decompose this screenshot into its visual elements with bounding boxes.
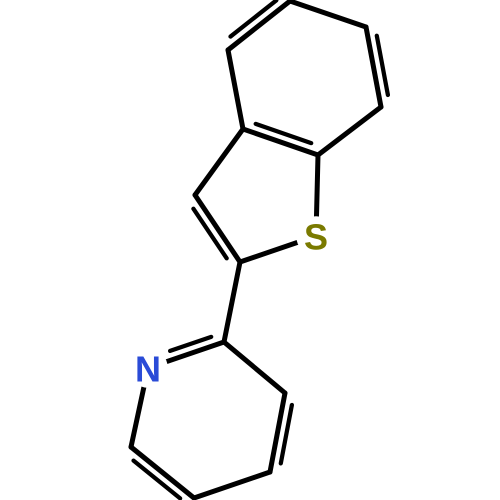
molecule-diagram: SN xyxy=(0,0,500,500)
bond xyxy=(256,124,311,143)
bond xyxy=(290,1,366,27)
bond xyxy=(131,447,194,498)
bond xyxy=(316,155,318,218)
bond xyxy=(228,50,243,129)
bond xyxy=(318,107,381,155)
bond xyxy=(240,242,299,262)
atom-label-n: N xyxy=(135,349,161,390)
bond xyxy=(228,1,290,50)
bond xyxy=(195,129,243,195)
bond xyxy=(194,472,270,498)
atom-label-s: S xyxy=(304,217,328,258)
bond xyxy=(195,195,240,262)
bond xyxy=(224,262,240,342)
bond xyxy=(224,342,285,393)
bond xyxy=(131,386,144,447)
